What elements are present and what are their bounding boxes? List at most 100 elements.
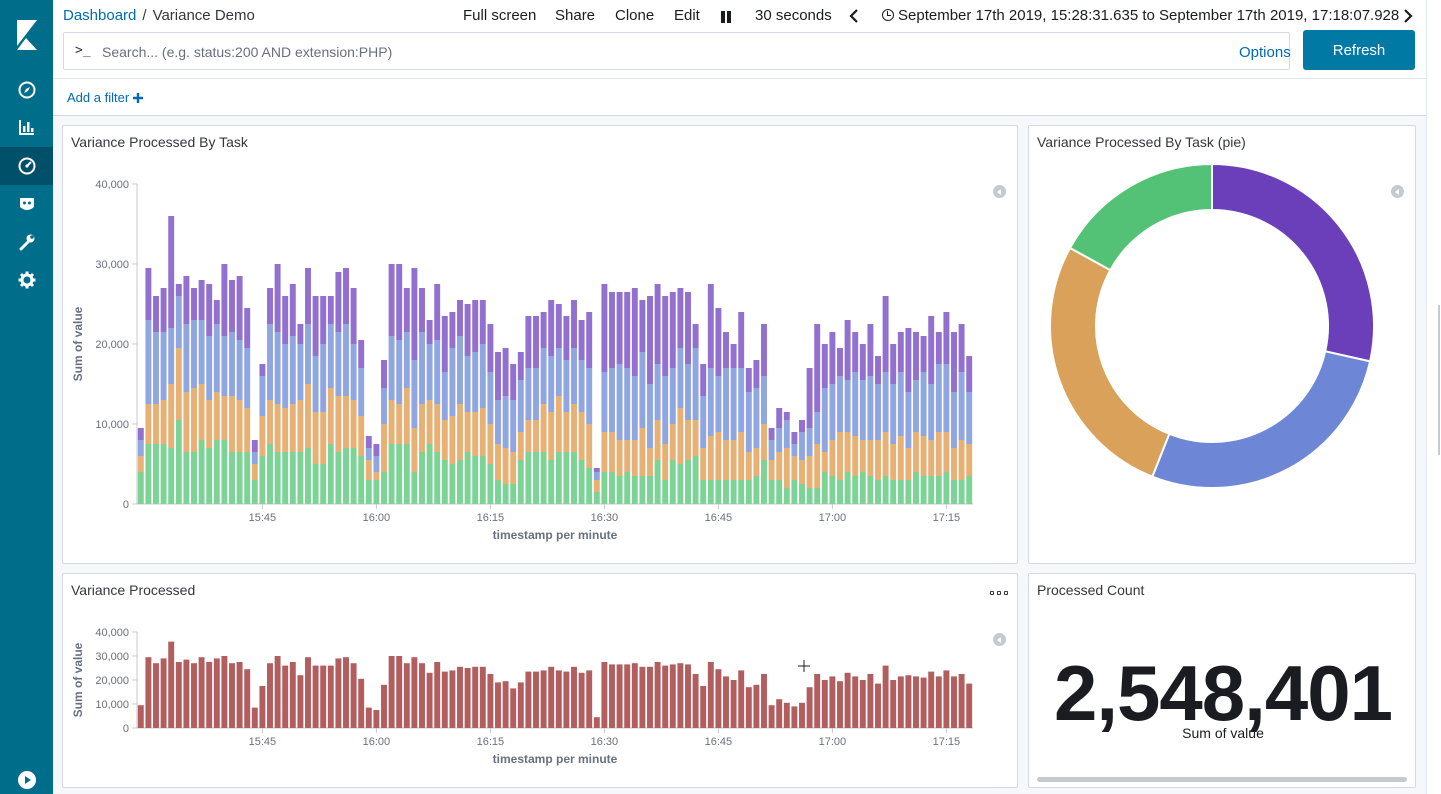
bar-segment — [875, 480, 881, 504]
bar-segment — [647, 384, 653, 448]
play-icon[interactable] — [0, 761, 53, 794]
ml-icon[interactable] — [0, 185, 53, 223]
compass-icon[interactable] — [0, 71, 53, 109]
bar — [183, 659, 190, 728]
bar-segment — [905, 448, 912, 480]
bar-segment — [837, 348, 843, 376]
legend-toggle-icon[interactable] — [993, 633, 1006, 646]
breadcrumb-dashboard-link[interactable]: Dashboard — [63, 7, 137, 24]
refresh-button[interactable]: Refresh — [1303, 30, 1415, 70]
bar-segment — [517, 380, 524, 432]
gear-icon[interactable] — [0, 261, 53, 299]
bar-segment — [517, 460, 524, 504]
bar-segment — [563, 412, 570, 452]
clone-button[interactable]: Clone — [615, 7, 655, 24]
bar-segment — [297, 324, 304, 344]
bar — [191, 663, 197, 728]
bar-segment — [913, 332, 919, 380]
bar-segment — [305, 268, 311, 324]
bar-segment — [662, 444, 669, 480]
bar-segment — [799, 460, 805, 484]
bar-segment — [555, 452, 562, 504]
share-button[interactable]: Share — [555, 7, 596, 24]
bar-segment — [609, 292, 615, 368]
bar-segment — [882, 476, 889, 504]
bar-segment — [601, 284, 608, 372]
bar-segment — [723, 440, 729, 480]
x-axis-label: timestamp per minute — [493, 528, 618, 542]
pause-icon[interactable] — [720, 10, 732, 27]
bar-segment — [814, 488, 821, 504]
y-tick-label: 30,000 — [95, 651, 129, 663]
edit-button[interactable]: Edit — [674, 7, 700, 24]
bar-segment — [776, 408, 783, 428]
time-range-picker[interactable]: September 17th 2019, 15:28:31.635 to Sep… — [882, 7, 1399, 24]
horizontal-scrollbar[interactable] — [1037, 777, 1407, 782]
bar-segment — [472, 352, 479, 412]
bar-segment — [282, 344, 289, 408]
bar-segment — [213, 440, 220, 504]
y-tick-label: 0 — [123, 499, 129, 511]
bar-segment — [533, 368, 539, 420]
bar — [297, 675, 304, 728]
bar — [251, 707, 258, 728]
bar-segment — [555, 304, 562, 348]
bar-segment — [510, 484, 517, 504]
bar-segment — [951, 480, 957, 504]
legend-toggle-icon[interactable] — [993, 185, 1006, 198]
bar-segment — [320, 412, 327, 464]
bar-segment — [175, 348, 182, 420]
bar-segment — [799, 484, 805, 504]
x-tick-label: 16:45 — [705, 512, 733, 524]
bar-segment — [282, 296, 289, 344]
bar-segment — [457, 300, 463, 336]
panel-stacked-bar: Variance Processed By Task 0 10,000 20,000… — [62, 125, 1018, 564]
x-tick-label: 15:45 — [249, 736, 277, 748]
visualize-icon[interactable] — [0, 108, 53, 146]
bar-segment — [206, 400, 213, 448]
bar-segment — [761, 376, 767, 424]
full-screen-button[interactable]: Full screen — [463, 7, 537, 24]
bar-segment — [844, 432, 851, 472]
bar-segment — [745, 452, 752, 480]
kibana-logo-icon[interactable] — [0, 0, 53, 70]
bar — [647, 666, 653, 728]
bar-segment — [327, 444, 334, 504]
scrollbar-thumb[interactable] — [1438, 305, 1440, 455]
bar-segment — [677, 408, 684, 464]
wrench-icon[interactable] — [0, 223, 53, 261]
bar — [867, 674, 874, 728]
bar-segment — [267, 444, 273, 504]
bar-segment — [259, 364, 266, 376]
options-button[interactable]: Options — [1239, 44, 1291, 61]
bar-segment — [586, 468, 593, 504]
bar-segment — [388, 444, 395, 504]
chevron-right-icon[interactable] — [1403, 9, 1413, 27]
bar-segment — [191, 452, 197, 504]
bar-segment — [191, 388, 197, 452]
legend-toggle-icon[interactable] — [1391, 185, 1404, 198]
bar — [548, 666, 555, 728]
y-tick-label: 10,000 — [95, 699, 129, 711]
bar-segment — [153, 444, 159, 504]
bar-segment — [472, 456, 479, 504]
dashboard-icon[interactable] — [0, 147, 53, 185]
bar-segment — [913, 472, 919, 504]
refresh-interval-button[interactable]: 30 seconds — [755, 7, 832, 24]
search-input[interactable] — [102, 40, 1202, 64]
bar-segment — [669, 460, 676, 504]
page-scrollbar[interactable] — [1426, 0, 1441, 794]
bar-segment — [388, 336, 395, 400]
bar-segment — [548, 460, 555, 504]
bar-segment — [221, 336, 228, 396]
query-language-icon: >_ — [75, 43, 91, 58]
bar-segment — [723, 368, 729, 440]
chevron-left-icon[interactable] — [849, 9, 859, 27]
x-tick-label: 16:00 — [363, 512, 391, 524]
panel-options-icon[interactable] — [990, 588, 1008, 598]
add-filter-button[interactable]: Add a filter — [67, 90, 143, 105]
bar-segment — [365, 436, 372, 448]
bar-segment — [426, 400, 433, 444]
bar-segment — [624, 472, 631, 504]
panel-title: Variance Processed — [71, 582, 196, 598]
